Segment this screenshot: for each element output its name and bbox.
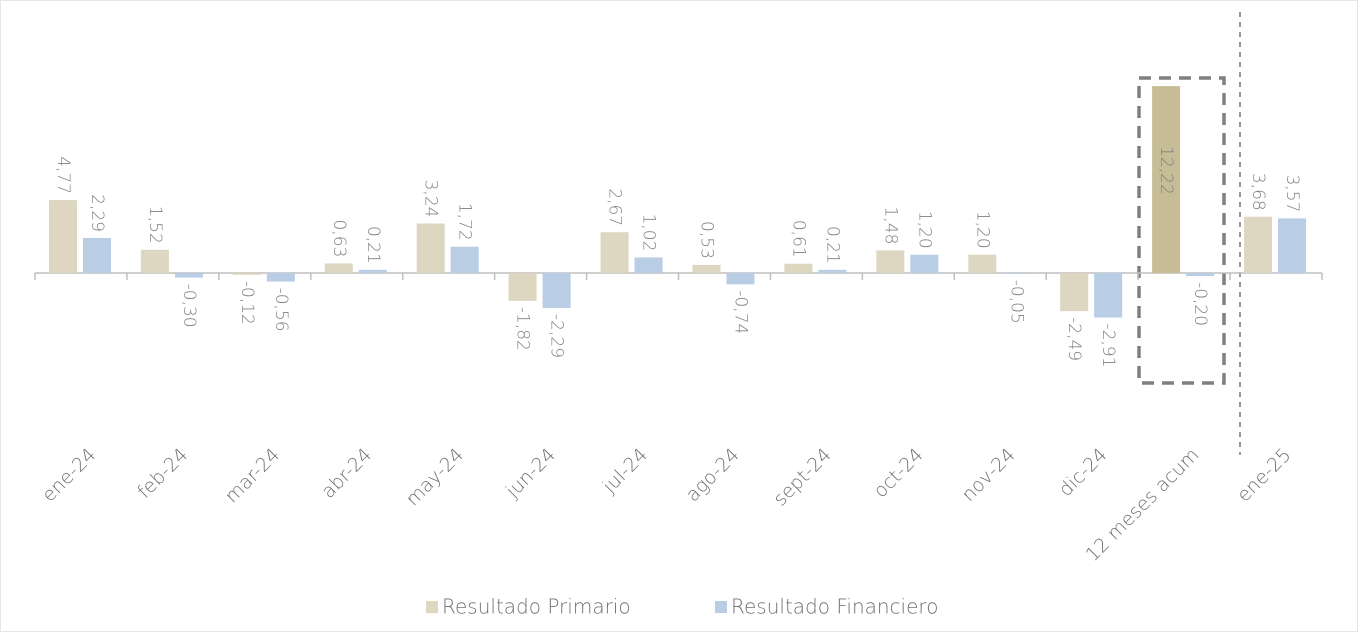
bar — [232, 273, 261, 275]
bar — [1094, 273, 1123, 318]
bar — [140, 249, 169, 274]
x-tick-label: may-24 — [402, 444, 469, 511]
x-tick-label: feb-24 — [133, 444, 192, 503]
bar — [324, 263, 353, 274]
bar — [358, 269, 387, 274]
data-label: 2,67 — [605, 188, 625, 226]
x-tick-label: dic-24 — [1054, 444, 1111, 501]
data-label: 0,21 — [822, 226, 842, 264]
legend-swatch — [426, 601, 438, 613]
data-label: 1,72 — [455, 203, 475, 241]
data-label: 1,20 — [914, 211, 934, 249]
bar — [508, 273, 537, 301]
data-label: 3,68 — [1248, 173, 1268, 211]
bar — [784, 263, 813, 274]
data-label: 0,53 — [696, 221, 716, 259]
bar — [634, 257, 663, 274]
data-label: 1,02 — [639, 214, 659, 252]
bar — [1152, 86, 1181, 274]
data-label: 3,24 — [421, 180, 441, 218]
bar — [1002, 273, 1031, 274]
data-label: 12,22 — [1156, 146, 1176, 195]
x-tick-label: ene-25 — [1233, 444, 1296, 507]
bar — [450, 246, 479, 274]
data-label: -2,91 — [1098, 324, 1118, 368]
legend-swatch — [715, 601, 727, 613]
x-tick-label: jun-24 — [501, 444, 560, 503]
x-tick-label: jul-24 — [598, 444, 652, 498]
legend-label: Resultado Primario — [442, 595, 631, 619]
bar — [726, 273, 755, 285]
x-tick-label: mar-24 — [221, 444, 284, 507]
bar — [174, 273, 203, 278]
data-label: 1,48 — [880, 207, 900, 245]
x-tick-label: nov-24 — [957, 444, 1019, 506]
bar — [416, 223, 445, 274]
data-label: -1,82 — [513, 307, 533, 351]
data-label: 1,20 — [972, 211, 992, 249]
bar — [818, 269, 847, 274]
bar — [1244, 216, 1273, 274]
x-tick-label: sept-24 — [769, 444, 836, 511]
legend-label: Resultado Financiero — [731, 595, 938, 619]
data-label: 2,29 — [87, 194, 107, 232]
data-label: -0,05 — [1006, 280, 1026, 324]
bar — [876, 250, 905, 274]
data-label: 0,21 — [363, 226, 383, 264]
x-tick-label: ene-24 — [38, 444, 101, 507]
bar — [1060, 273, 1089, 312]
data-label: -2,29 — [547, 314, 567, 358]
data-label: 3,57 — [1282, 175, 1302, 213]
x-tick-label: oct-24 — [869, 444, 927, 502]
bar — [968, 254, 997, 274]
bar — [542, 273, 571, 309]
data-label: 0,63 — [329, 220, 349, 258]
data-label: 4,77 — [53, 156, 73, 194]
bar — [692, 264, 721, 274]
bar — [600, 232, 629, 274]
x-tick-label: abr-24 — [317, 444, 376, 503]
data-label: -2,49 — [1064, 317, 1084, 361]
bar — [48, 200, 77, 274]
x-tick-label: ago-24 — [682, 444, 744, 506]
highlight-box — [1137, 76, 1226, 385]
data-label: 0,61 — [788, 220, 808, 258]
data-label: -0,56 — [271, 288, 291, 332]
bar — [910, 254, 939, 274]
bar — [266, 273, 295, 282]
data-label: -0,12 — [237, 281, 257, 325]
data-label: 1,52 — [145, 206, 165, 244]
data-label: -0,30 — [179, 284, 199, 328]
bar — [1186, 273, 1215, 277]
bar — [82, 238, 111, 274]
bar — [1278, 218, 1307, 274]
data-label: -0,74 — [730, 290, 750, 334]
data-label: -0,20 — [1190, 282, 1210, 326]
